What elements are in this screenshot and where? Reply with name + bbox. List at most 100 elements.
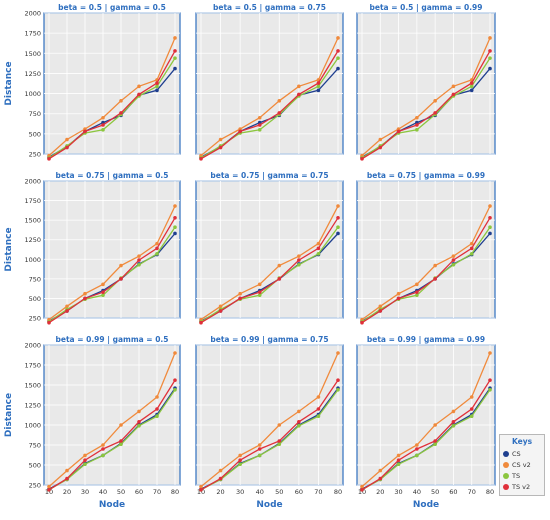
data-point-cs: [336, 66, 340, 71]
data-point-cs-v2: [469, 395, 474, 399]
y-tick-label: 1500: [24, 217, 41, 225]
y-tick-label: 2000: [24, 10, 41, 18]
data-point-ts-v2: [488, 378, 492, 383]
data-point-cs-v2: [378, 137, 383, 142]
y-tick-label: 1500: [24, 382, 41, 390]
series-line-ts-v2: [200, 217, 339, 324]
x-tick-label: 60: [135, 488, 143, 496]
x-tick-label: 10: [197, 488, 205, 496]
series-line-ts: [361, 226, 491, 323]
data-point-ts: [257, 293, 262, 298]
data-point-cs-v2: [137, 409, 141, 414]
data-point-ts-v2: [199, 488, 203, 492]
x-tick-label: 30: [81, 488, 89, 496]
x-tick-label: 50: [117, 488, 125, 496]
series-line-ts-v2: [361, 217, 491, 324]
data-point-cs: [488, 66, 492, 71]
data-point-ts: [336, 388, 340, 392]
series-line-ts: [200, 226, 339, 323]
data-point-ts-v2: [316, 81, 321, 85]
data-point-ts-v2: [469, 246, 474, 251]
data-point-ts-v2: [360, 157, 364, 161]
legend-swatch-cs: [503, 450, 509, 457]
x-tick-label: 70: [314, 488, 322, 496]
data-point-cs-v2: [173, 351, 177, 355]
data-point-ts-v2: [257, 123, 262, 127]
data-point-cs-v2: [65, 468, 69, 473]
data-point-cs-v2: [119, 263, 123, 268]
x-tick-label: 40: [256, 488, 264, 496]
data-point-cs-v2: [297, 84, 301, 89]
data-point-ts: [101, 453, 105, 458]
data-point-ts-v2: [277, 111, 282, 115]
data-point-ts: [433, 442, 437, 447]
data-point-ts-v2: [488, 215, 492, 220]
data-point-ts-v2: [83, 458, 87, 463]
data-point-ts-v2: [488, 49, 492, 53]
panel-title: beta = 0.5 | gamma = 0.75: [213, 3, 326, 13]
data-point-ts-v2: [433, 277, 437, 281]
x-tick-label: 70: [468, 488, 476, 496]
panel-title: beta = 0.75 | gamma = 0.99: [367, 171, 485, 181]
series-line-ts-v2: [361, 50, 491, 160]
data-point-ts-v2: [119, 111, 123, 115]
panel-background: [43, 344, 181, 486]
data-point-ts-v2: [415, 123, 419, 127]
legend-item-ts-v2: TS v2: [503, 481, 541, 492]
series-line-cs-v2: [361, 352, 491, 488]
y-axis-label: Distance: [4, 61, 14, 105]
y-axis-label: Distance: [4, 393, 14, 437]
data-point-ts-v2: [451, 92, 456, 97]
panel-title: beta = 0.99 | gamma = 0.99: [367, 335, 485, 345]
panel-3: beta = 0.5 | gamma = 0.99: [356, 3, 496, 161]
data-point-ts-v2: [47, 488, 51, 492]
legend-swatch-ts: [503, 472, 509, 479]
data-point-ts-v2: [360, 320, 364, 325]
data-point-cs-v2: [155, 395, 159, 399]
data-point-cs-v2: [469, 241, 474, 246]
x-axis-label: Node: [99, 500, 125, 510]
x-tick-label: 10: [358, 488, 366, 496]
data-point-ts-v2: [218, 476, 223, 481]
data-point-ts-v2: [155, 81, 159, 85]
y-axis-label: Distance: [4, 227, 14, 271]
panel-background: [356, 12, 496, 155]
y-tick-label: 750: [29, 275, 41, 283]
data-point-cs-v2: [488, 36, 492, 40]
y-tick-label: 1500: [24, 50, 41, 58]
y-tick-label: 2000: [24, 342, 41, 350]
data-point-ts-v2: [277, 277, 282, 281]
data-point-ts: [469, 252, 474, 256]
data-point-cs-v2: [378, 468, 383, 473]
series-line-cs-v2: [200, 352, 339, 488]
series-line-cs-v2: [200, 37, 339, 157]
data-point-ts: [277, 442, 282, 447]
data-point-cs-v2: [218, 304, 223, 309]
data-point-ts-v2: [336, 49, 340, 53]
data-point-cs: [173, 66, 177, 71]
data-point-cs-v2: [199, 484, 203, 489]
data-point-ts-v2: [199, 157, 203, 161]
data-point-cs-v2: [297, 409, 301, 414]
x-tick-label: 20: [376, 488, 384, 496]
series-line-ts: [361, 57, 491, 159]
data-point-ts-v2: [101, 290, 105, 294]
x-tick-label: 70: [153, 488, 161, 496]
data-point-cs-v2: [378, 304, 383, 309]
data-point-ts-v2: [119, 277, 123, 281]
data-point-ts-v2: [155, 407, 159, 411]
data-point-ts-v2: [238, 129, 242, 134]
data-point-cs-v2: [396, 291, 401, 296]
data-point-ts: [316, 252, 321, 256]
y-tick-label: 1250: [24, 236, 41, 244]
data-point-ts-v2: [378, 476, 383, 481]
data-point-ts: [469, 414, 474, 419]
y-tick-label: 1000: [24, 256, 41, 264]
y-tick-label: 750: [29, 442, 41, 450]
data-point-ts-v2: [378, 309, 383, 313]
data-point-ts: [173, 388, 177, 392]
data-point-cs-v2: [218, 468, 223, 473]
panel-background: [43, 12, 181, 155]
y-tick-label: 250: [29, 151, 41, 159]
series-line-cs-v2: [48, 352, 176, 488]
